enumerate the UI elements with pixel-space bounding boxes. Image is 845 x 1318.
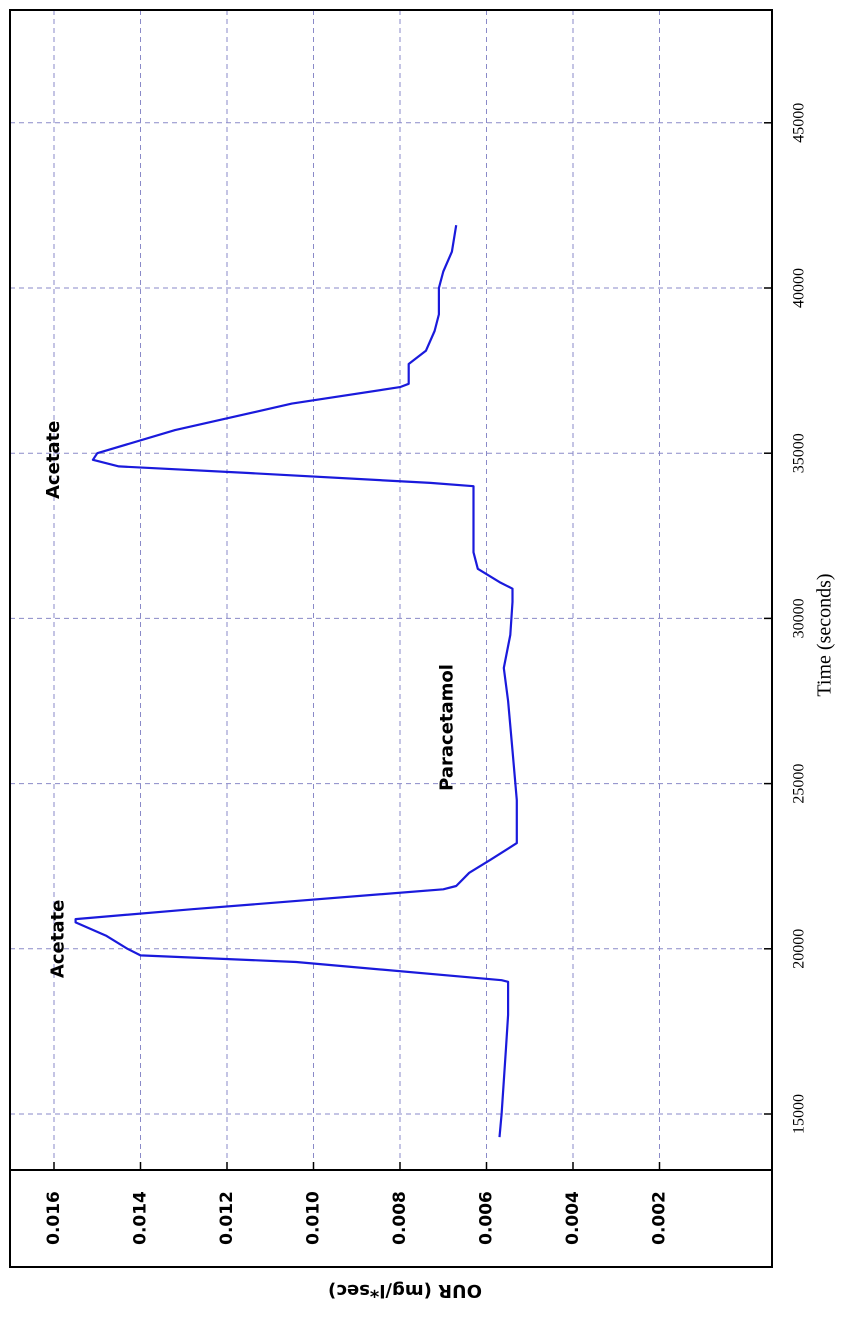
x-tick-label: 45000 xyxy=(791,103,808,143)
figure-frame xyxy=(9,9,773,1268)
y-tick-label: 0.014 xyxy=(131,1191,151,1245)
y-tick-label: 0.008 xyxy=(390,1191,410,1245)
y-tick-label: 0.012 xyxy=(217,1191,237,1245)
plot-area xyxy=(9,9,773,1268)
y-axis-label: OUR (mg/l*sec) xyxy=(328,1280,482,1301)
data-series-line-0 xyxy=(74,225,518,1138)
annotation-label-2: Paracetamol xyxy=(437,664,458,791)
x-tick-label: 25000 xyxy=(791,764,808,804)
x-tick-label: 15000 xyxy=(791,1094,808,1134)
label-layer: 15000 20000 25000 30000 35000 40000 45000 0.016… xyxy=(43,103,836,1301)
y-tick-label: 0.002 xyxy=(650,1191,670,1245)
y-tick-label: 0.016 xyxy=(44,1191,64,1245)
y-tick-label: 0.004 xyxy=(563,1191,583,1245)
plot-frame xyxy=(9,9,773,1171)
x-tick-label: 20000 xyxy=(791,929,808,969)
y-tick-label: 0.010 xyxy=(304,1191,324,1245)
annotation-label-0: Acetate xyxy=(47,900,68,978)
x-tick-label: 30000 xyxy=(791,598,808,638)
y-tick-label: 0.006 xyxy=(477,1191,497,1245)
x-tick-label: 40000 xyxy=(791,268,808,308)
x-axis-label: Time (seconds) xyxy=(814,573,836,696)
annotation-label-1: Acetate xyxy=(43,421,64,499)
x-tick-label: 35000 xyxy=(791,433,808,473)
